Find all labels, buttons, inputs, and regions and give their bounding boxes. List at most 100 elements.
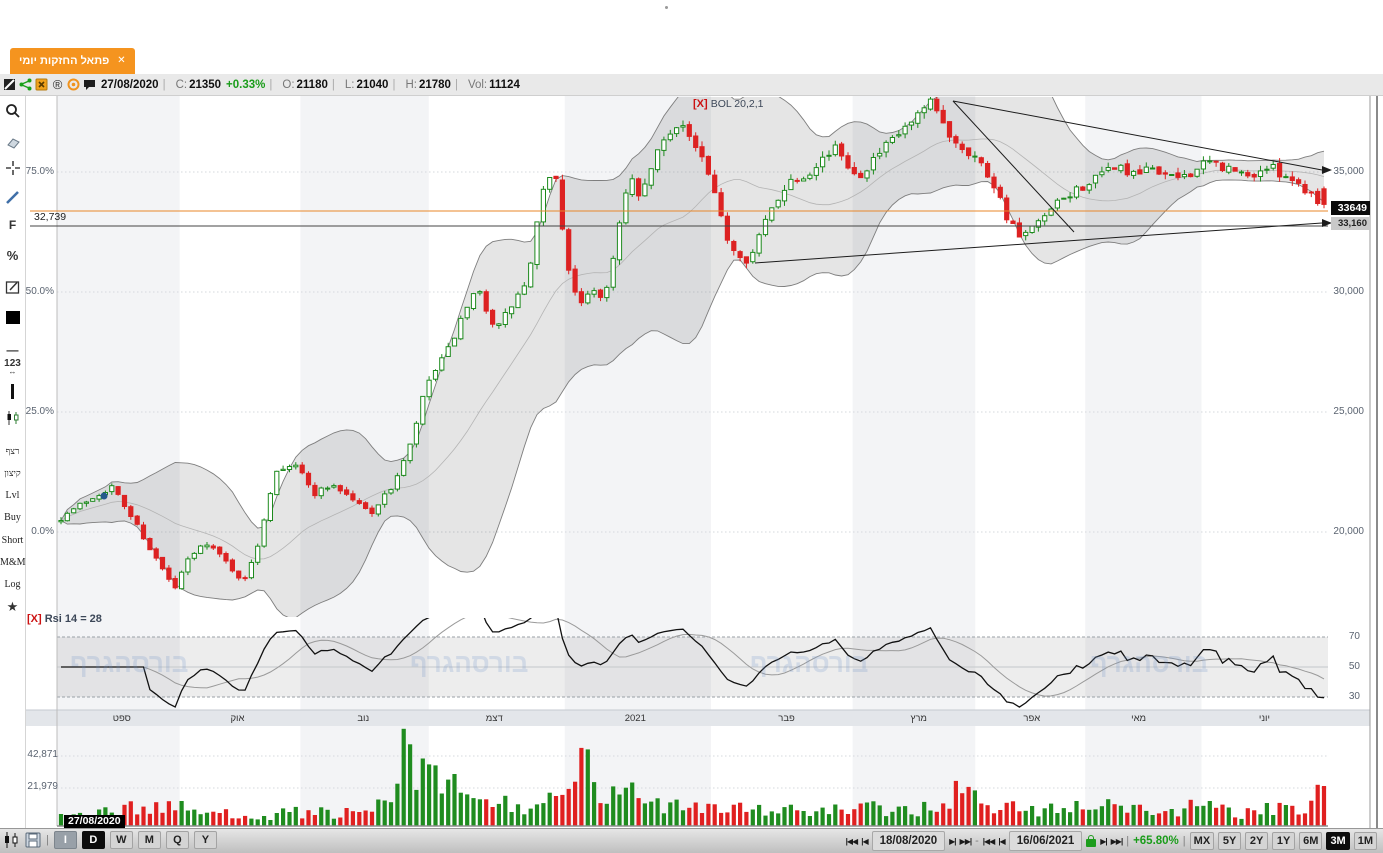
comment-icon[interactable] bbox=[82, 77, 97, 92]
short-tool[interactable]: Short bbox=[1, 535, 24, 546]
percent-axis-tick: 50.0% bbox=[25, 286, 54, 297]
percent-axis-tick: 0.0% bbox=[31, 526, 54, 537]
lock-range-icon[interactable] bbox=[1086, 835, 1097, 847]
zoom-tool[interactable] bbox=[0, 103, 25, 124]
price-axis-tick: 35,000 bbox=[1333, 166, 1364, 177]
low-label: L: bbox=[344, 78, 355, 91]
change-value: +0.33% bbox=[226, 78, 266, 91]
remove-rsi-icon[interactable]: [X] bbox=[27, 613, 42, 625]
vertical-line-tool[interactable] bbox=[0, 384, 25, 399]
level-line-label[interactable]: 32,739 bbox=[34, 211, 67, 223]
trendline-value-badge: 33,160 bbox=[1331, 217, 1370, 230]
range-3m-button[interactable]: 3M bbox=[1326, 832, 1350, 850]
interval-monthly-button[interactable]: M bbox=[137, 831, 161, 849]
eraser-tool[interactable] bbox=[0, 136, 25, 154]
brand-watermark: בורסהגרף bbox=[70, 648, 189, 678]
close-label: C: bbox=[175, 78, 188, 91]
crosshair-tool[interactable] bbox=[0, 160, 25, 181]
month-axis-label: דצמ bbox=[485, 713, 503, 724]
interval-daily-button[interactable]: D bbox=[81, 831, 105, 849]
target-icon[interactable] bbox=[66, 77, 81, 92]
month-axis-label: ספט bbox=[112, 713, 131, 724]
retzef-tool[interactable]: רצף bbox=[5, 446, 20, 456]
color-swatch-tool[interactable] bbox=[0, 311, 25, 324]
candle-style-icon[interactable] bbox=[2, 831, 20, 849]
chart-tab[interactable]: פתאל החזקות יומי ✕ bbox=[10, 48, 135, 74]
separator: | bbox=[1126, 835, 1130, 847]
rsi-axis-tick: 30 bbox=[1348, 691, 1360, 702]
interval-yearly-button[interactable]: Y bbox=[193, 831, 217, 849]
range-max-button[interactable]: MX bbox=[1189, 832, 1215, 850]
tab-row: פתאל החזקות יומי ✕ bbox=[0, 48, 1383, 74]
bollinger-label-text: BOL 20,2,1 bbox=[710, 98, 764, 110]
window-dot bbox=[665, 6, 668, 9]
percent-tool[interactable]: % bbox=[6, 248, 19, 263]
range-1m-button[interactable]: 1M bbox=[1353, 832, 1377, 850]
price-axis-tick: 30,000 bbox=[1333, 286, 1364, 297]
chart-edit-icon[interactable] bbox=[2, 77, 17, 92]
horizontal-line-tool[interactable]: — bbox=[6, 343, 19, 357]
high-value: 21780 bbox=[418, 78, 451, 91]
end-first-button[interactable]: |◀◀ bbox=[982, 836, 996, 846]
volume-axis-tick: 42,871 bbox=[27, 749, 58, 760]
start-last-button[interactable]: ▶▶| bbox=[959, 836, 973, 846]
end-next-button[interactable]: ▶| bbox=[1100, 836, 1107, 846]
top-strip bbox=[0, 0, 1383, 48]
open-label: O: bbox=[282, 78, 295, 91]
level-tool[interactable]: Lvl bbox=[5, 490, 20, 501]
rsi-axis-tick: 50 bbox=[1348, 661, 1360, 672]
hover-date: 27/08/2020 bbox=[101, 78, 159, 91]
buy-tool[interactable]: Buy bbox=[4, 512, 21, 523]
rsi-label-text: Rsi 14 = 28 bbox=[44, 613, 102, 625]
mm-tool[interactable]: M&M bbox=[0, 557, 26, 568]
excel-icon[interactable] bbox=[34, 77, 49, 92]
high-label: H: bbox=[405, 78, 417, 91]
end-last-button[interactable]: ▶▶| bbox=[1110, 836, 1124, 846]
start-first-button[interactable]: |◀◀ bbox=[845, 836, 859, 846]
end-prev-button[interactable]: |◀ bbox=[998, 836, 1005, 846]
annotation-tool[interactable] bbox=[0, 280, 25, 300]
start-prev-button[interactable]: |◀ bbox=[861, 836, 868, 846]
low-value: 21040 bbox=[356, 78, 389, 91]
rsi-indicator-label: [X] Rsi 14 = 28 bbox=[27, 613, 102, 625]
month-axis-label: אוק bbox=[230, 713, 245, 724]
close-value: 21350 bbox=[189, 78, 222, 91]
range-1y-button[interactable]: 1Y bbox=[1272, 832, 1296, 850]
save-icon[interactable] bbox=[25, 832, 41, 848]
range-start-date[interactable]: 18/08/2020 bbox=[871, 831, 946, 851]
interval-intraday-button[interactable]: I bbox=[53, 831, 77, 849]
remove-bollinger-icon[interactable]: [X] bbox=[693, 98, 708, 110]
separator: | bbox=[454, 78, 458, 91]
registered-icon[interactable]: ® bbox=[52, 77, 63, 92]
start-next-button[interactable]: ▶| bbox=[949, 836, 956, 846]
ohlc-info-bar: ® 27/08/2020 | C: 21350 +0.33% | O: 2118… bbox=[0, 74, 1383, 96]
month-axis-label: 2021 bbox=[624, 713, 646, 724]
month-axis-label: מאי bbox=[1131, 713, 1147, 724]
chart-canvas[interactable] bbox=[0, 96, 1383, 828]
price-axis-tick: 20,000 bbox=[1333, 526, 1364, 537]
range-6m-button[interactable]: 6M bbox=[1299, 832, 1323, 850]
trendline-tool[interactable] bbox=[0, 189, 25, 210]
range-2y-button[interactable]: 2Y bbox=[1245, 832, 1269, 850]
brand-watermark: בורסהגרף bbox=[410, 648, 529, 678]
separator: - bbox=[975, 835, 979, 847]
log-tool[interactable]: Log bbox=[4, 579, 21, 590]
window-right-edge bbox=[1376, 96, 1378, 853]
last-price-badge: 33649 bbox=[1331, 201, 1370, 215]
kitzon-tool[interactable]: קיצון bbox=[4, 468, 21, 478]
volume-value: 11124 bbox=[489, 78, 520, 91]
range-5y-button[interactable]: 5Y bbox=[1218, 832, 1242, 850]
candles-tool[interactable] bbox=[0, 410, 25, 431]
month-axis-label: מרץ bbox=[910, 713, 927, 724]
range-end-date[interactable]: 16/06/2021 bbox=[1008, 831, 1083, 851]
close-tab-icon[interactable]: ✕ bbox=[117, 55, 126, 66]
bollinger-indicator-label: [X] BOL 20,2,1 bbox=[693, 98, 763, 110]
separator: | bbox=[331, 78, 335, 91]
interval-quarterly-button[interactable]: Q bbox=[165, 831, 189, 849]
fibonacci-tool[interactable]: F bbox=[8, 218, 17, 232]
favorites-tool[interactable]: ★ bbox=[6, 599, 19, 614]
share-icon[interactable] bbox=[18, 77, 33, 92]
price-axis-tick: 25,000 bbox=[1333, 406, 1364, 417]
interval-weekly-button[interactable]: W bbox=[109, 831, 133, 849]
numbers-tool[interactable]: 123 ↔ bbox=[4, 358, 21, 376]
